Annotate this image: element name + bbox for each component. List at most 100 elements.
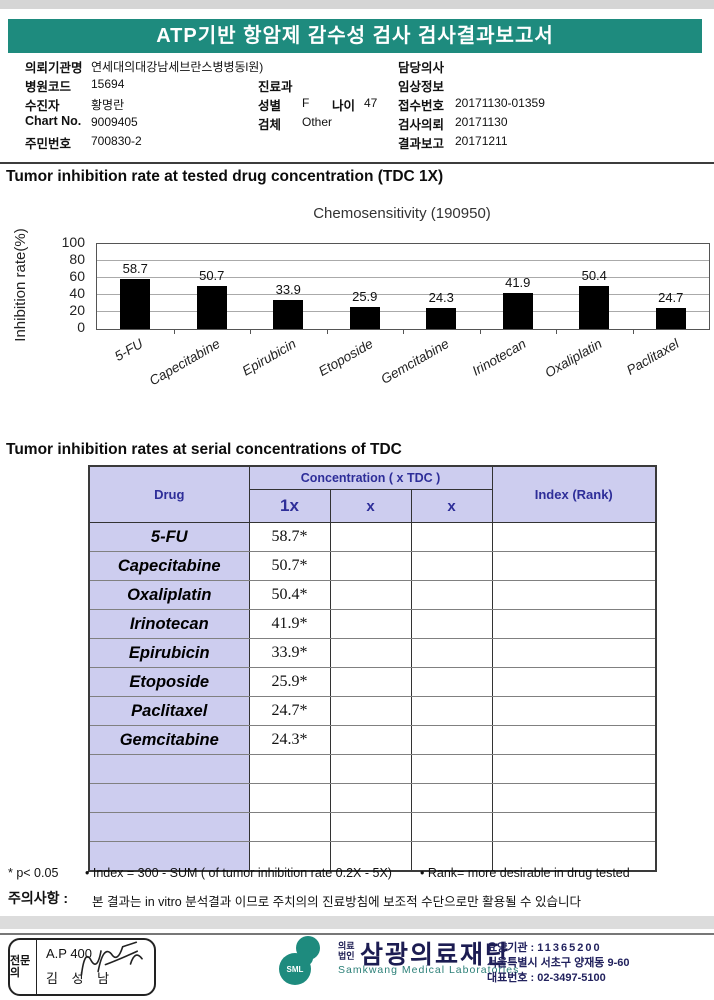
y-tick-label-0: 0 — [77, 319, 85, 335]
col-header-concentration: Concentration ( x TDC ) — [248, 465, 493, 490]
bar-Paclitaxel — [655, 308, 686, 329]
x-axis-tick-6 — [556, 329, 557, 334]
chemosensitivity-chart: Chemosensitivity (190950) Inhibition rat… — [0, 200, 714, 435]
drug-name-cell: Irinotecan — [88, 609, 250, 639]
serial-concentration-table: Drug Concentration ( x TDC ) Index (Rank… — [88, 465, 658, 872]
caution-text: 본 결과는 in vitro 분석결과 이므로 주치의의 진료방침에 보조적 수… — [92, 895, 582, 909]
x-category-label-Oxaliplatin: Oxaliplatin — [542, 336, 605, 381]
table-row-empty-11 — [88, 841, 657, 872]
table-row-Epirubicin: Epirubicin 33.9* — [88, 638, 657, 668]
value-x3-cell — [410, 551, 493, 581]
field-label-specimen: 검체 — [258, 118, 282, 132]
x-category-label-Capecitabine: Capecitabine — [146, 336, 223, 389]
y-tick-label-20: 20 — [69, 302, 85, 318]
footer-address: 서울특별시 서초구 양재동 9-60 — [487, 957, 630, 969]
field-label-resident-no: 주민번호 — [25, 137, 72, 151]
value-1x-cell: 50.4* — [248, 580, 331, 610]
field-label-receipt-no: 접수번호 — [398, 99, 445, 113]
footer-divider — [0, 933, 714, 935]
bar-5-FU — [120, 279, 151, 329]
bar-Epirubicin — [273, 300, 304, 329]
field-label-institution: 의뢰기관명 — [25, 61, 83, 75]
y-tick-label-60: 60 — [69, 268, 85, 284]
org-type-label: 의료 법인 — [338, 941, 355, 961]
value-1x-cell — [248, 812, 331, 842]
value-1x-cell: 24.3* — [248, 725, 331, 755]
gridline-80 — [97, 260, 709, 261]
table-row-Etoposide: Etoposide 25.9* — [88, 667, 657, 697]
x-axis-tick-2 — [250, 329, 251, 334]
value-1x-cell: 50.7* — [248, 551, 331, 581]
field-label-request-date: 검사의뢰 — [398, 118, 445, 132]
drug-name-cell: Gemcitabine — [88, 725, 250, 755]
value-x2-cell — [329, 667, 412, 697]
field-label-patient-name: 수진자 — [25, 99, 60, 113]
value-x3-cell — [410, 609, 493, 639]
bar-value-label-Irinotecan: 41.9 — [505, 275, 531, 291]
footnote-pvalue: * p< 0.05 — [8, 866, 59, 880]
specialist-code: A.P 400 — [46, 946, 93, 961]
value-x2-cell — [329, 580, 412, 610]
value-x2-cell — [329, 522, 412, 552]
value-x2-cell — [329, 696, 412, 726]
y-axis-title: Inhibition rate(%) — [12, 228, 29, 342]
specialist-name: 김 성 남 — [46, 971, 115, 986]
gridline-20 — [97, 311, 709, 312]
drug-name-cell: 5-FU — [88, 522, 250, 552]
bar-value-label-Capecitabine: 50.7 — [199, 267, 225, 283]
report-title: ATP기반 항암제 감수성 검사 검사결과보고서 — [8, 19, 702, 53]
value-1x-cell — [248, 783, 331, 813]
field-label-chart-no: Chart No. — [25, 114, 82, 128]
drug-name-cell — [88, 812, 250, 842]
chart-title: Chemosensitivity (190950) — [313, 205, 491, 222]
field-value-hospital-code: 15694 — [91, 77, 125, 91]
drug-name-cell — [88, 754, 250, 784]
field-value-resident-no: 700830-2 — [91, 134, 142, 148]
value-x3-cell — [410, 522, 493, 552]
section1-title: Tumor inhibition rate at tested drug con… — [6, 168, 444, 185]
col-header-x3: x — [410, 489, 493, 523]
specialist-sign-box: 전문의 A.P 400 김 성 남 — [8, 938, 156, 996]
value-1x-cell: 33.9* — [248, 638, 331, 668]
value-x3-cell — [410, 783, 493, 813]
index-rank-cell — [491, 783, 657, 813]
field-label-doctor: 담당의사 — [398, 61, 445, 75]
field-value-patient-name: 황명란 — [91, 98, 125, 112]
field-value-institution: 연세대의대강남세브란스병병동l원) — [91, 60, 264, 74]
footnote-rank: • Rank= more desirable in drug tested — [420, 866, 630, 880]
table-row-empty-9 — [88, 783, 657, 813]
field-value-request-date: 20171130 — [455, 115, 508, 129]
y-tick-label-40: 40 — [69, 285, 85, 301]
field-label-department: 진료과 — [258, 80, 293, 94]
field-value-sex: F — [302, 96, 310, 110]
value-x3-cell — [410, 841, 493, 872]
bottom-gray-band — [0, 916, 714, 929]
value-x3-cell — [410, 667, 493, 697]
bar-Irinotecan — [502, 293, 533, 329]
x-category-label-Etoposide: Etoposide — [315, 336, 376, 380]
specialist-side-label: 전문의 — [10, 940, 37, 994]
field-value-receipt-no: 20171130-01359 — [455, 96, 545, 110]
gridline-40 — [97, 294, 709, 295]
value-x2-cell — [329, 638, 412, 668]
field-label-sex: 성별 — [258, 99, 282, 113]
value-1x-cell: 25.9* — [248, 667, 331, 697]
table-row-empty-10 — [88, 812, 657, 842]
bar-Etoposide — [349, 307, 380, 329]
value-1x-cell: 24.7* — [248, 696, 331, 726]
bar-Capecitabine — [196, 285, 227, 329]
y-tick-label-80: 80 — [69, 251, 85, 267]
signature — [80, 941, 143, 976]
index-rank-cell — [491, 725, 657, 755]
value-x3-cell — [410, 638, 493, 668]
bar-Gemcitabine — [426, 308, 457, 329]
field-label-clinical-info: 임상정보 — [398, 80, 445, 94]
sml-logo: SML — [279, 936, 320, 985]
table-row-empty-8 — [88, 754, 657, 784]
drug-name-cell — [88, 783, 250, 813]
index-rank-cell — [491, 580, 657, 610]
org-name-english: Samkwang Medical Laboratories — [338, 964, 520, 976]
bar-value-label-Epirubicin: 33.9 — [275, 282, 301, 298]
bar-value-label-Oxaliplatin: 50.4 — [581, 268, 607, 284]
